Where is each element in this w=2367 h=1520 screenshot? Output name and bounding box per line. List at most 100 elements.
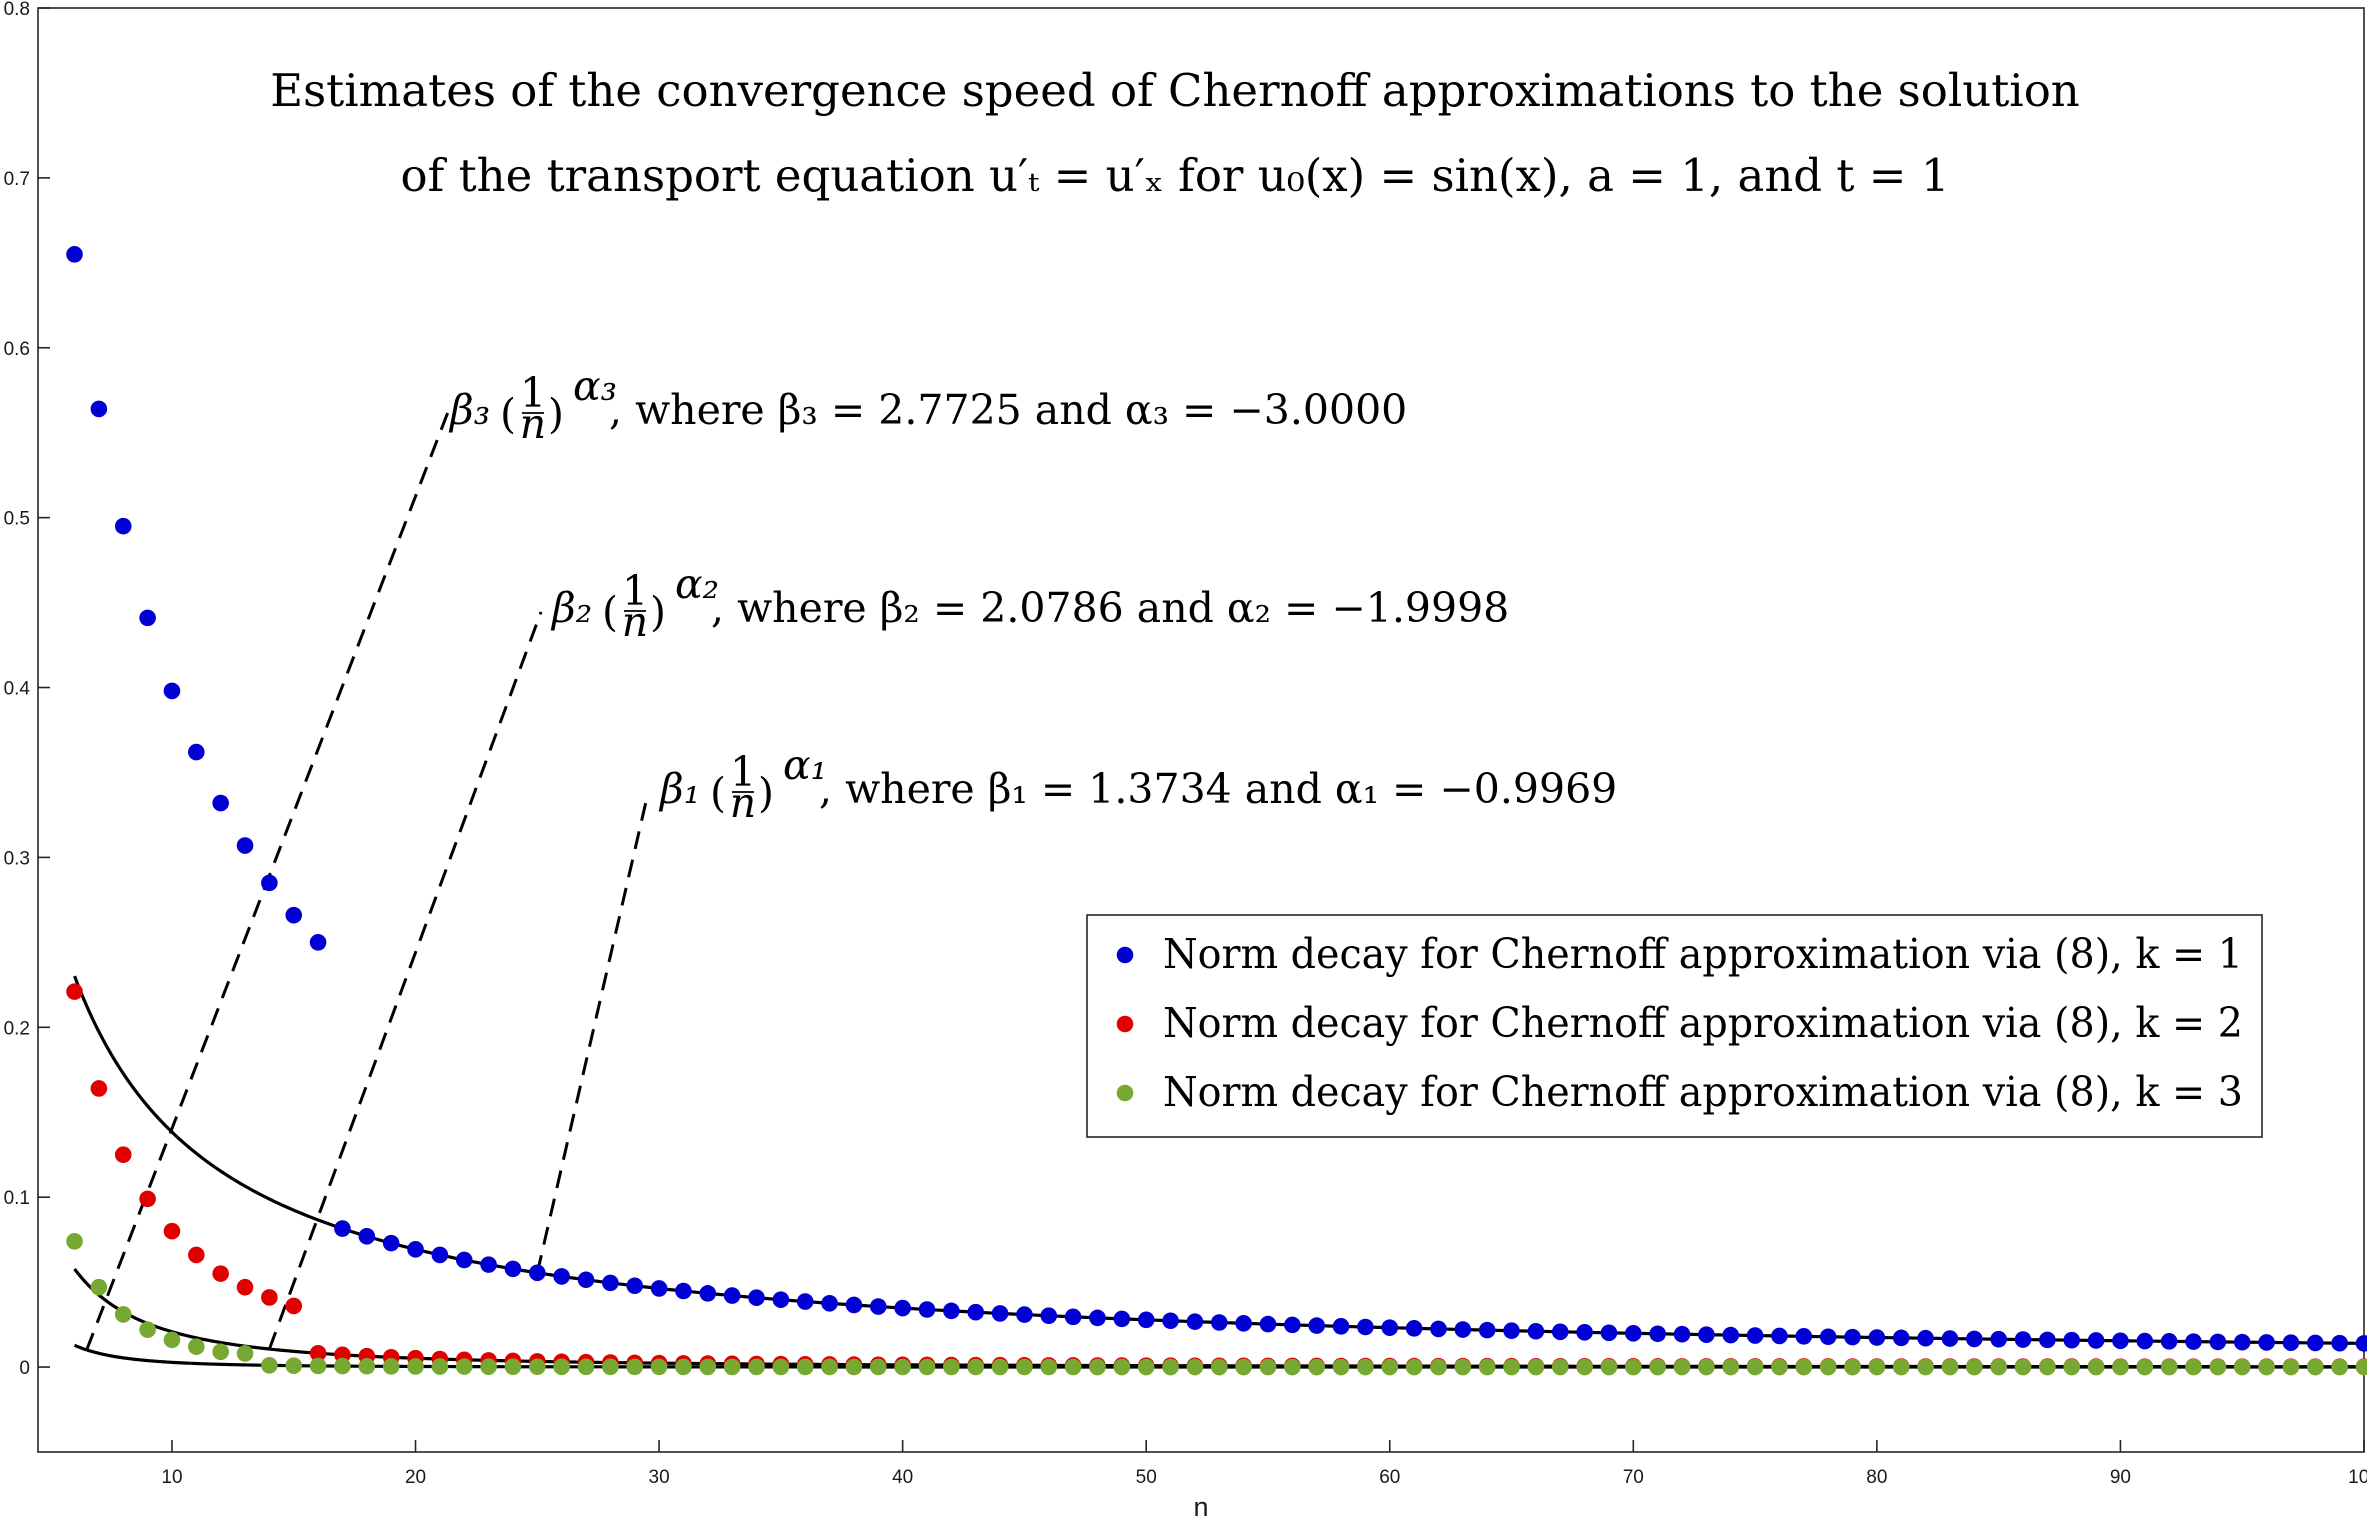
point-k3 bbox=[553, 1358, 570, 1376]
point-k1 bbox=[334, 1220, 351, 1237]
point-k1 bbox=[480, 1256, 497, 1273]
point-k3 bbox=[1625, 1358, 1642, 1376]
point-k3 bbox=[1966, 1358, 1983, 1376]
annotation-exponent: α₁ bbox=[783, 741, 827, 789]
annotation-fraction-denominator: n bbox=[622, 598, 648, 646]
point-k1 bbox=[1308, 1317, 1325, 1334]
point-k1 bbox=[723, 1287, 741, 1304]
annotation-text: , where β₁ = 1.3734 and α₁ = −0.9969 bbox=[819, 765, 1617, 813]
title-line-1: Estimates of the convergence speed of Ch… bbox=[270, 64, 2080, 117]
point-k1 bbox=[553, 1268, 570, 1285]
point-k3 bbox=[748, 1358, 765, 1376]
legend-marker bbox=[1116, 1015, 1134, 1033]
point-k3 bbox=[1016, 1358, 1033, 1376]
x-tick-label: 40 bbox=[892, 1467, 913, 1488]
point-k1 bbox=[1795, 1328, 1813, 1345]
annotation: β₃(1n)α₃, where β₃ = 2.7725 and α₃ = −3.… bbox=[448, 362, 1407, 448]
point-k3 bbox=[943, 1358, 960, 1376]
legend-box bbox=[1086, 914, 2263, 1138]
point-k1 bbox=[2136, 1332, 2154, 1350]
point-k1 bbox=[1698, 1326, 1715, 1343]
point-k3 bbox=[1332, 1358, 1350, 1376]
x-tick-label: 20 bbox=[405, 1467, 426, 1488]
point-k3 bbox=[1673, 1358, 1691, 1376]
point-k3 bbox=[772, 1358, 790, 1376]
point-k1 bbox=[1892, 1329, 1910, 1347]
point-k3 bbox=[2258, 1358, 2275, 1376]
point-k3 bbox=[139, 1321, 156, 1338]
y-tick-label: 0.5 bbox=[4, 509, 30, 530]
point-k3 bbox=[1698, 1358, 1715, 1376]
point-k1 bbox=[1040, 1307, 1058, 1325]
point-k3 bbox=[2185, 1358, 2202, 1376]
leader-line bbox=[535, 792, 650, 1274]
point-k1 bbox=[626, 1277, 644, 1295]
point-k2 bbox=[114, 1146, 132, 1164]
annotation-symbol: β₃ bbox=[448, 386, 490, 434]
point-k1 bbox=[2258, 1334, 2275, 1351]
point-k1 bbox=[602, 1274, 619, 1292]
point-k1 bbox=[1576, 1324, 1593, 1341]
annotation-text: , where β₂ = 2.0786 and α₂ = −1.9998 bbox=[711, 584, 1509, 632]
x-tick-label: 30 bbox=[649, 1467, 670, 1488]
point-k3 bbox=[90, 1278, 108, 1296]
point-k1 bbox=[1649, 1325, 1666, 1343]
axes: 0 0.1 0.2 0.3 0.4 0.5 0.6 0.7 0.8 10 20 30 40 50 60 70 8… bbox=[4, 0, 2367, 1520]
point-k3 bbox=[1746, 1358, 1764, 1376]
y-tick-label: 0.8 bbox=[4, 0, 30, 20]
point-k1 bbox=[821, 1294, 838, 1312]
point-k3 bbox=[967, 1358, 985, 1376]
y-tick-label: 0.6 bbox=[4, 339, 30, 360]
point-k3 bbox=[675, 1358, 692, 1376]
point-k2 bbox=[261, 1289, 278, 1306]
point-k1 bbox=[285, 906, 303, 924]
point-k3 bbox=[1600, 1358, 1618, 1376]
annotation-paren-left: ( bbox=[500, 390, 516, 438]
point-k3 bbox=[1405, 1358, 1423, 1376]
annotation-fraction-numerator: 1 bbox=[520, 369, 546, 417]
point-k3 bbox=[358, 1357, 376, 1375]
point-k3 bbox=[650, 1358, 668, 1376]
point-k1 bbox=[675, 1282, 692, 1300]
point-k1 bbox=[1917, 1329, 1934, 1347]
point-k1 bbox=[2233, 1333, 2251, 1351]
annotations: β₃(1n)α₃, where β₃ = 2.7725 and α₃ = −3.… bbox=[448, 362, 1617, 827]
point-k1 bbox=[1210, 1314, 1228, 1331]
point-k1 bbox=[2331, 1334, 2348, 1352]
point-k3 bbox=[431, 1358, 449, 1375]
point-k3 bbox=[1527, 1358, 1545, 1376]
point-k3 bbox=[2209, 1358, 2227, 1376]
point-k3 bbox=[2039, 1358, 2056, 1376]
x-tick-label: 60 bbox=[1379, 1467, 1400, 1488]
point-k1 bbox=[699, 1285, 717, 1302]
point-k3 bbox=[2112, 1358, 2129, 1376]
point-k3 bbox=[1795, 1358, 1813, 1376]
point-k1 bbox=[1064, 1308, 1082, 1326]
legend-entry: Norm decay for Chernoff approximation vi… bbox=[1163, 930, 2243, 978]
point-k1 bbox=[2063, 1331, 2081, 1349]
point-k3 bbox=[2331, 1358, 2348, 1376]
point-k1 bbox=[1771, 1327, 1788, 1345]
point-k1 bbox=[1016, 1306, 1033, 1323]
point-k3 bbox=[114, 1306, 132, 1323]
point-k1 bbox=[1405, 1320, 1423, 1337]
point-k3 bbox=[188, 1338, 205, 1355]
point-k1 bbox=[1722, 1326, 1740, 1344]
y-tick-label: 0.1 bbox=[4, 1188, 30, 1209]
annotation-leaders bbox=[85, 411, 650, 1351]
annotation-text: , where β₃ = 2.7725 and α₃ = −3.0000 bbox=[609, 386, 1407, 434]
annotation-paren-left: ( bbox=[602, 588, 618, 636]
point-k3 bbox=[1478, 1358, 1496, 1376]
point-k3 bbox=[1089, 1358, 1106, 1376]
point-k3 bbox=[1210, 1358, 1228, 1376]
point-k1 bbox=[212, 794, 229, 812]
point-k1 bbox=[2087, 1332, 2105, 1349]
point-k3 bbox=[1844, 1358, 1861, 1376]
point-k3 bbox=[796, 1358, 814, 1376]
point-k3 bbox=[1113, 1358, 1131, 1376]
point-k1 bbox=[261, 874, 278, 892]
point-k3 bbox=[1284, 1358, 1301, 1376]
point-k3 bbox=[1186, 1358, 1204, 1376]
point-k1 bbox=[1381, 1319, 1399, 1336]
annotation: β₂(1n)α₂, where β₂ = 2.0786 and α₂ = −1.… bbox=[550, 560, 1509, 646]
